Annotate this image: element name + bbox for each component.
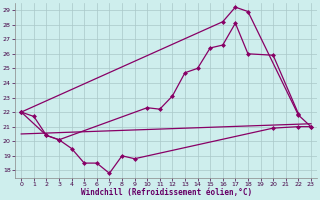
- X-axis label: Windchill (Refroidissement éolien,°C): Windchill (Refroidissement éolien,°C): [81, 188, 252, 197]
